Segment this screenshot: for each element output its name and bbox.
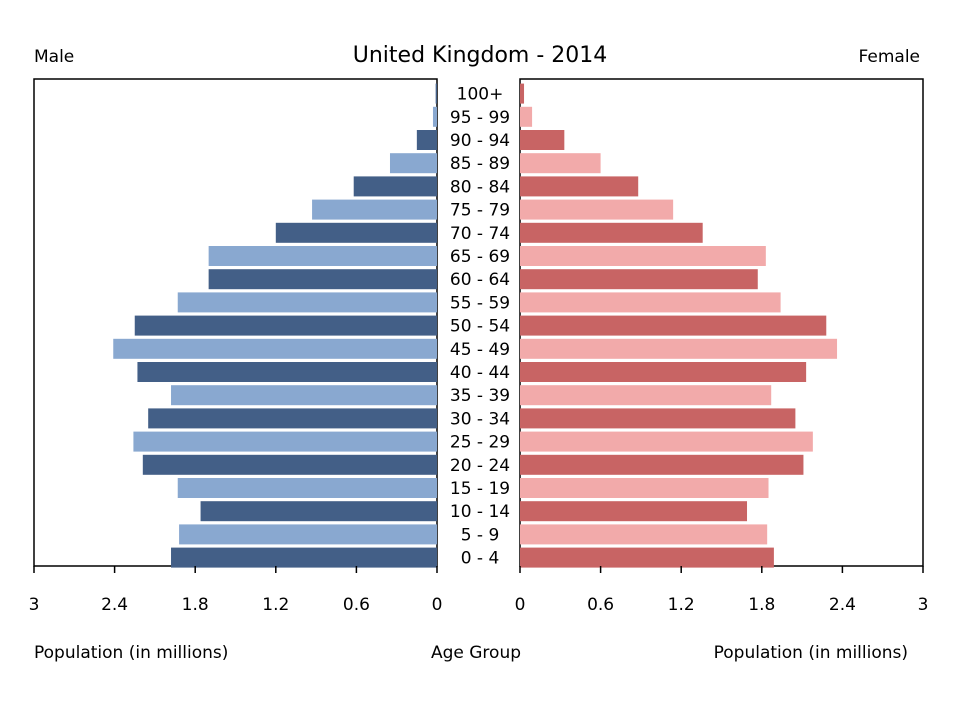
- female-x-tick-label: 1.8: [748, 595, 775, 615]
- male-bar: [389, 153, 437, 174]
- male-x-tick-label: 0.6: [343, 595, 370, 615]
- age-labels-group: 100+ 95 - 99 90 - 94 85 - 89 80 - 84 75 - 79 7…: [450, 85, 510, 569]
- female-x-tick-label: 2.4: [829, 595, 856, 615]
- age-group-label: 80 - 84: [450, 177, 510, 197]
- x-axis-label-center: Age Group: [431, 643, 521, 663]
- male-x-tick-label: 0: [432, 595, 443, 615]
- age-group-label: 95 - 99: [450, 108, 510, 128]
- female-bar: [520, 106, 533, 127]
- age-group-label: 45 - 49: [450, 340, 510, 360]
- female-bar: [520, 83, 525, 104]
- bars-group: [113, 83, 838, 568]
- female-bar: [520, 454, 804, 475]
- male-x-tick-label: 3: [29, 595, 40, 615]
- female-bar: [520, 385, 772, 406]
- x-axis-label-left: Population (in millions): [34, 643, 228, 663]
- female-bar: [520, 338, 838, 359]
- chart-title: United Kingdom - 2014: [353, 43, 608, 68]
- female-bar: [520, 222, 703, 243]
- male-bar: [200, 501, 437, 522]
- male-bar: [171, 385, 437, 406]
- male-bar: [432, 106, 437, 127]
- age-group-label: 5 - 9: [461, 525, 500, 545]
- x-axis-label-right: Population (in millions): [714, 643, 908, 663]
- female-bar: [520, 153, 601, 174]
- female-bar: [520, 292, 781, 313]
- male-bar: [142, 454, 437, 475]
- female-bar: [520, 269, 758, 290]
- female-bar: [520, 199, 674, 220]
- female-x-tick-label: 0.6: [587, 595, 614, 615]
- age-group-label: 100+: [457, 85, 504, 105]
- age-group-label: 55 - 59: [450, 293, 510, 313]
- female-bar: [520, 547, 774, 568]
- male-bar: [133, 431, 437, 452]
- male-bar: [435, 83, 437, 104]
- male-bar: [275, 222, 437, 243]
- x-ticks-group: 3 2.4 1.8 1.2 0.6 0 0 0.6 1.2 1.8 2.4 3: [29, 566, 929, 615]
- male-bar: [134, 315, 437, 336]
- male-bar: [179, 524, 437, 545]
- male-bar: [137, 362, 438, 382]
- age-group-label: 90 - 94: [450, 131, 510, 151]
- female-bar: [520, 176, 639, 197]
- age-group-label: 75 - 79: [450, 201, 510, 221]
- female-bar: [520, 315, 827, 336]
- age-group-label: 10 - 14: [450, 502, 510, 522]
- age-group-label: 0 - 4: [461, 549, 500, 569]
- female-bar: [520, 362, 807, 382]
- age-group-label: 70 - 74: [450, 224, 510, 244]
- age-group-label: 60 - 64: [450, 270, 510, 290]
- female-bar: [520, 478, 769, 498]
- age-group-label: 85 - 89: [450, 154, 510, 174]
- female-bar: [520, 246, 766, 266]
- female-bar: [520, 130, 565, 150]
- female-bar: [520, 524, 768, 545]
- male-bar: [171, 547, 437, 568]
- male-x-tick-label: 1.8: [182, 595, 209, 615]
- age-group-label: 35 - 39: [450, 386, 510, 406]
- age-group-label: 25 - 29: [450, 433, 510, 453]
- male-bar: [177, 478, 437, 498]
- female-x-tick-label: 1.2: [668, 595, 695, 615]
- male-bar: [416, 130, 437, 150]
- female-bar: [520, 501, 748, 522]
- female-label: Female: [859, 47, 920, 67]
- male-bar: [353, 176, 437, 197]
- male-bar: [177, 292, 437, 313]
- female-x-tick-label: 3: [918, 595, 929, 615]
- age-group-label: 20 - 24: [450, 456, 510, 476]
- male-label: Male: [34, 47, 74, 67]
- female-x-tick-label: 0: [515, 595, 526, 615]
- male-x-tick-label: 1.2: [262, 595, 289, 615]
- male-bar: [208, 269, 437, 290]
- female-bar: [520, 408, 796, 429]
- male-bar: [148, 408, 437, 429]
- age-group-label: 15 - 19: [450, 479, 510, 499]
- age-group-label: 50 - 54: [450, 317, 510, 337]
- age-group-label: 65 - 69: [450, 247, 510, 267]
- male-bar: [208, 246, 437, 266]
- female-bar: [520, 431, 813, 452]
- age-group-label: 30 - 34: [450, 409, 510, 429]
- male-bar: [312, 199, 437, 220]
- age-group-label: 40 - 44: [450, 363, 510, 383]
- male-bar: [113, 338, 438, 359]
- male-x-tick-label: 2.4: [101, 595, 128, 615]
